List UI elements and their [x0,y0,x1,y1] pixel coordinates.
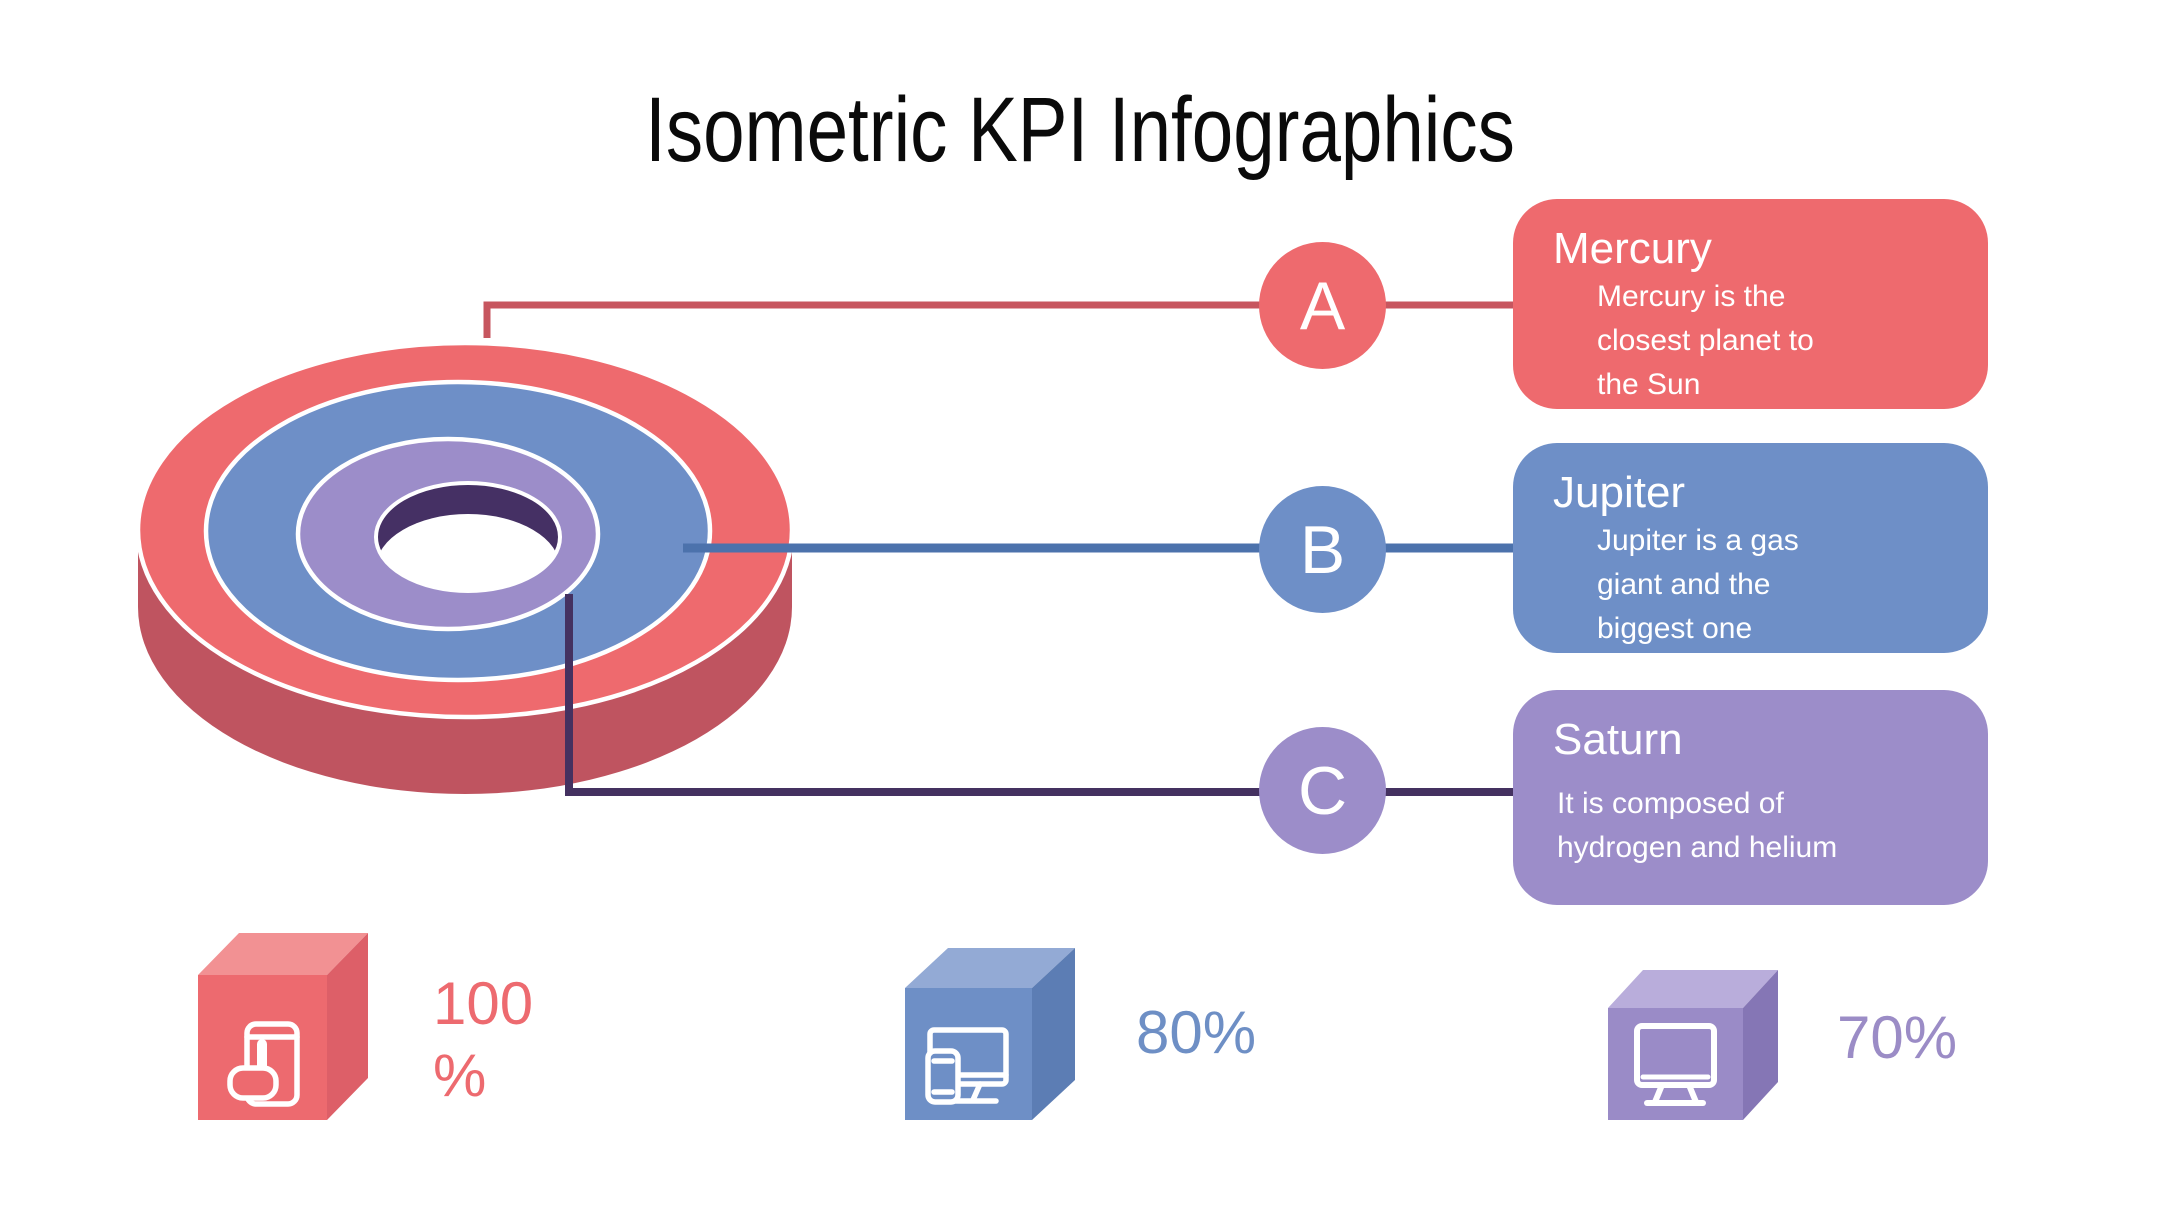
callout-card-jupiter: Jupiter Jupiter is a gas giant and the b… [1513,443,1988,653]
callout-card-saturn: Saturn It is composed of hydrogen and he… [1513,690,1988,905]
cube-blue-side [1032,948,1075,1120]
kpi-cube-red [198,933,368,1120]
kpi-value-purple: 70% [1837,1004,1958,1071]
connector-line-c [565,594,1516,796]
badge-letter: A [1299,267,1346,344]
card-description: Mercury is the closest planet to the Sun [1597,280,1814,401]
kpi-cube-blue [905,948,1075,1120]
badge-c: C [1259,727,1386,854]
connector-line-a [483,301,1516,338]
card-description: It is composed of hydrogen and helium [1557,787,1838,864]
card-title: Mercury [1553,224,1712,273]
cube-red-side [327,933,368,1120]
badge-letter: C [1297,752,1348,829]
badge-a: A [1259,242,1386,369]
badge-letter: B [1299,511,1346,588]
page-title: Isometric KPI Infographics [645,79,1515,181]
cube-purple-side [1743,970,1778,1120]
kpi-cube-purple [1608,970,1778,1120]
badge-b: B [1259,486,1386,613]
desktop-monitor-icon [1634,1023,1717,1106]
donut-hole-opening [376,514,560,591]
cube-red-top [198,933,368,975]
card-description: Jupiter is a gas giant and the biggest o… [1597,524,1799,645]
cube-purple-top [1608,970,1778,1008]
responsive-devices-icon [925,1027,1009,1105]
cube-purple-front [1608,1008,1743,1120]
card-title: Jupiter [1553,468,1686,517]
cube-blue-top [905,948,1075,988]
card-title: Saturn [1553,715,1683,764]
kpi-value-red: 100 % [433,970,534,1109]
kpi-value-blue: 80% [1136,999,1257,1066]
tap-phone-icon [227,1021,300,1107]
callout-card-mercury: Mercury Mercury is the closest planet to… [1513,199,1988,409]
isometric-donut [135,340,795,794]
